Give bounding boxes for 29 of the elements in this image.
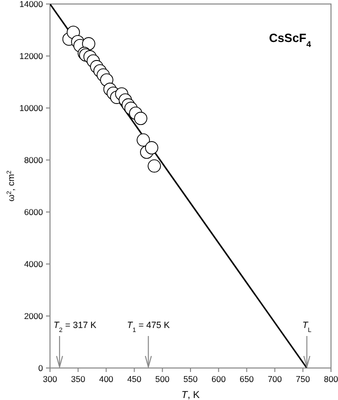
x-tick-label: 550	[183, 374, 198, 384]
x-tick-label: 700	[268, 374, 282, 384]
x-tick-label: 300	[42, 374, 58, 384]
x-tick-label: 400	[99, 374, 114, 384]
point	[148, 159, 161, 173]
x-tick-label: 600	[212, 374, 226, 384]
y-tick-label: 2000	[24, 311, 44, 321]
y-tick-label: 4000	[24, 259, 44, 269]
text: CsScF$_{4}$	[268, 31, 312, 49]
x-axis-title: T, K	[181, 390, 200, 400]
ref-line-label: T$_{L}$	[302, 320, 312, 334]
point	[82, 37, 96, 50]
y-tick-label: 6000	[24, 207, 44, 217]
y-tick-label: 12000	[19, 51, 44, 61]
x-tick-label: 650	[240, 374, 254, 384]
y-tick-label: 10000	[19, 103, 44, 113]
ref-line-label: T$_{1}$ = 475 K	[126, 320, 170, 334]
point	[136, 133, 150, 147]
x-tick-label: 800	[324, 374, 338, 384]
y-tick-label: 14000	[19, 0, 44, 9]
x-tick-label: 500	[155, 374, 170, 384]
ref-line-label: T$_{2}$ = 317 K	[54, 320, 96, 334]
y-tick-label: 8000	[24, 155, 44, 165]
x-tick-label: 350	[71, 374, 86, 384]
x-tick-label: 750	[296, 374, 310, 384]
y-tick-label: 0	[38, 363, 44, 373]
point	[134, 112, 148, 125]
point	[145, 141, 158, 154]
x-tick-label: 450	[127, 374, 142, 384]
